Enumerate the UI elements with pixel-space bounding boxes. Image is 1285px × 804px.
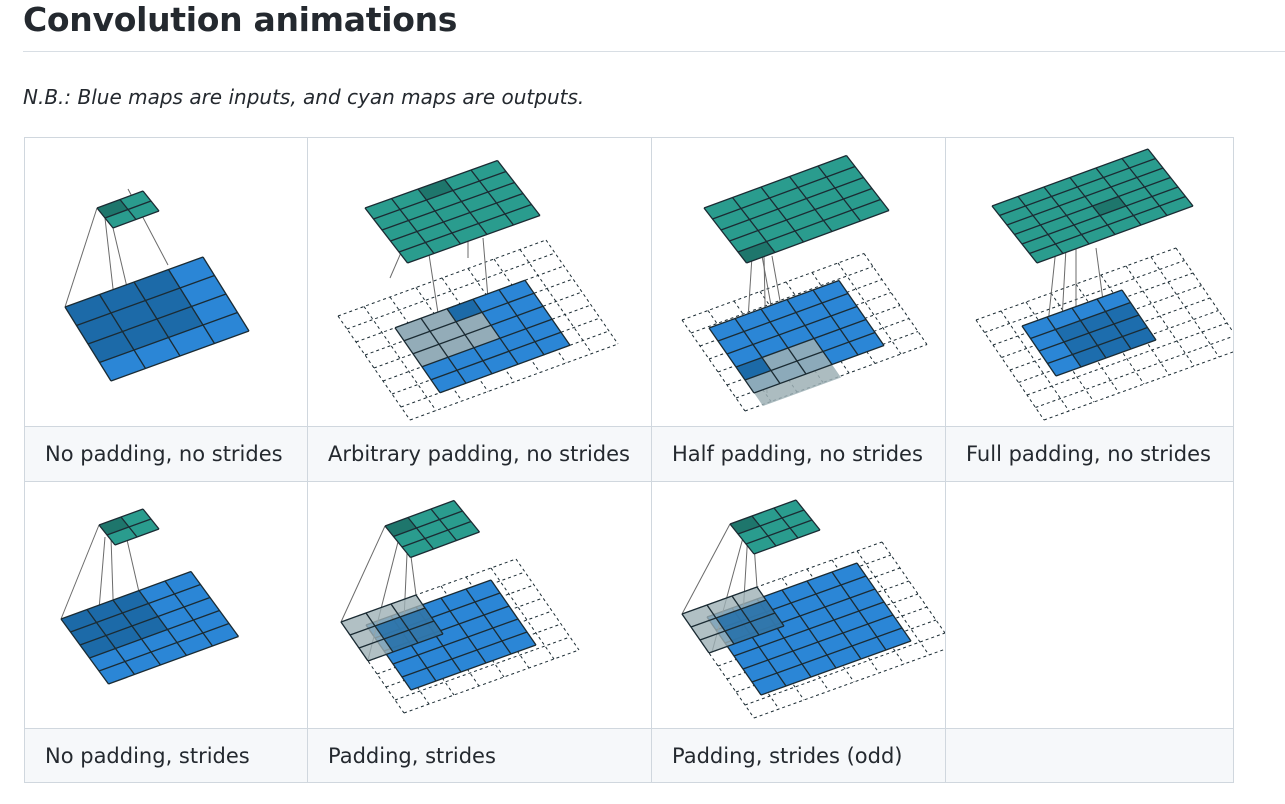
convolution-diagram-half-padding (681, 154, 928, 412)
heading-divider (23, 51, 1285, 52)
output-map (384, 499, 481, 559)
animation-caption: Half padding, no strides (651, 426, 946, 482)
kernel-window (340, 594, 444, 662)
output-map (98, 508, 160, 546)
page-heading: Convolution animations (23, 0, 458, 39)
animation-cell (307, 481, 652, 729)
legend-note: N.B.: Blue maps are inputs, and cyan map… (23, 85, 585, 109)
animation-cell-empty (945, 481, 1234, 729)
animation-caption-empty (945, 728, 1234, 783)
output-map (703, 154, 890, 264)
output-map (991, 148, 1194, 264)
convolution-diagram-padding-strides (340, 499, 580, 714)
convolution-diagram-arbitrary-padding (337, 159, 619, 421)
input-map (60, 570, 240, 685)
convolution-diagram-no-padding-strides (60, 508, 240, 685)
animation-caption: Padding, strides (odd) (651, 728, 946, 783)
animation-cell (24, 137, 308, 427)
animation-cell (945, 137, 1234, 427)
output-map (96, 190, 160, 229)
input-map (1021, 289, 1157, 377)
input-map (64, 256, 250, 382)
animation-cell (307, 137, 652, 427)
animations-table: No padding, no strides Arbitrary padding… (24, 137, 1234, 783)
convolution-diagram-full-padding (975, 148, 1233, 421)
output-map (364, 159, 541, 264)
input-map (708, 279, 885, 406)
animation-cell (651, 137, 946, 427)
animation-cell (651, 481, 946, 729)
animation-caption: Padding, strides (307, 728, 652, 783)
animation-caption: Arbitrary padding, no strides (307, 426, 652, 482)
input-map (394, 279, 571, 394)
kernel-window (681, 586, 785, 654)
convolution-diagram-padding-strides-odd (681, 499, 945, 719)
animation-caption: Full padding, no strides (945, 426, 1234, 482)
animation-caption: No padding, strides (24, 728, 308, 783)
animation-caption: No padding, no strides (24, 426, 308, 482)
animation-cell (24, 481, 308, 729)
convolution-diagram-no-padding-no-strides (64, 188, 250, 382)
output-map (729, 499, 821, 555)
